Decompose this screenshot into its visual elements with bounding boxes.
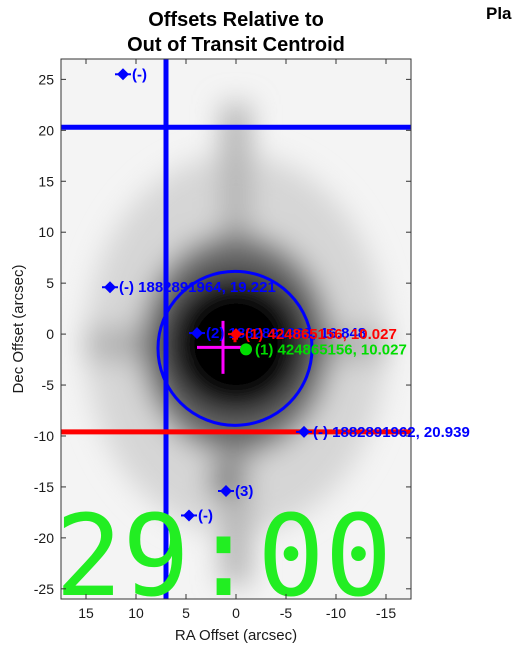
chart-title-line-2: Out of Transit Centroid: [127, 34, 345, 56]
source-label-0: (-): [132, 66, 147, 83]
x-tick-label-3: 0: [232, 605, 240, 621]
x-ticks: 15 10 5 0 -5 -10 -15: [78, 59, 396, 621]
y-tick-label-8: -15: [34, 479, 54, 495]
star-glow: [86, 104, 386, 585]
source-label-4: (1) 424865156, 10.027: [255, 341, 407, 358]
y-tick-label-6: -5: [42, 377, 55, 393]
y-tick-label-4: 5: [46, 275, 54, 291]
source-label-3: (1) 424865156, 10.027: [245, 326, 397, 343]
plot-area: 29:00 ( (-) (-) 1882891964, 19.221 (2) 188…: [55, 59, 514, 622]
y-tick-label-5: 0: [46, 326, 54, 342]
x-tick-label-4: -5: [280, 605, 293, 621]
uncertainty-circle: [156, 269, 314, 427]
clipped-neighbor-title: Pla: [486, 4, 512, 23]
time-stamp-overlay: 29:00 (: [55, 492, 514, 622]
y-tick-label-0: 25: [38, 71, 54, 87]
y-axis-label: Dec Offset (arcsec): [10, 265, 27, 394]
y-ticks: 25 20 15 10 5 0 -5 -10 -15 -20 -25: [34, 71, 411, 597]
source-label-7: (-): [198, 507, 213, 524]
y-tick-label-9: -20: [34, 530, 54, 546]
star-image: [86, 104, 386, 585]
x-tick-label-2: 5: [182, 605, 190, 621]
x-tick-label-0: 15: [78, 605, 94, 621]
x-tick-label-6: -15: [376, 605, 396, 621]
y-tick-label-3: 10: [38, 224, 54, 240]
source-label-6: (3): [235, 483, 253, 500]
overlays: [61, 59, 411, 599]
x-tick-label-5: -10: [326, 605, 346, 621]
source-marker-4: [240, 343, 252, 356]
source-label-2: (2) 1882891963, 16.848: [206, 325, 366, 342]
x-axis-label: RA Offset (arcsec): [175, 627, 297, 644]
source-label-1: (-) 1882891964, 19.221: [119, 279, 276, 296]
chart-title-line-1: Offsets Relative to: [148, 9, 324, 31]
y-tick-label-7: -10: [34, 428, 54, 444]
x-tick-label-1: 10: [128, 605, 144, 621]
glow-core: [166, 274, 306, 415]
y-tick-label-1: 20: [38, 122, 54, 138]
source-label-5: (-) 1882891962, 20.939: [313, 424, 470, 441]
y-tick-label-2: 15: [38, 173, 54, 189]
y-tick-label-10: -25: [34, 581, 54, 597]
outside-labels: (-) 1882891962, 20.939: [313, 424, 470, 441]
points-layer: (-) (-) 1882891964, 19.221 (2) 1882891963,…: [102, 66, 407, 524]
